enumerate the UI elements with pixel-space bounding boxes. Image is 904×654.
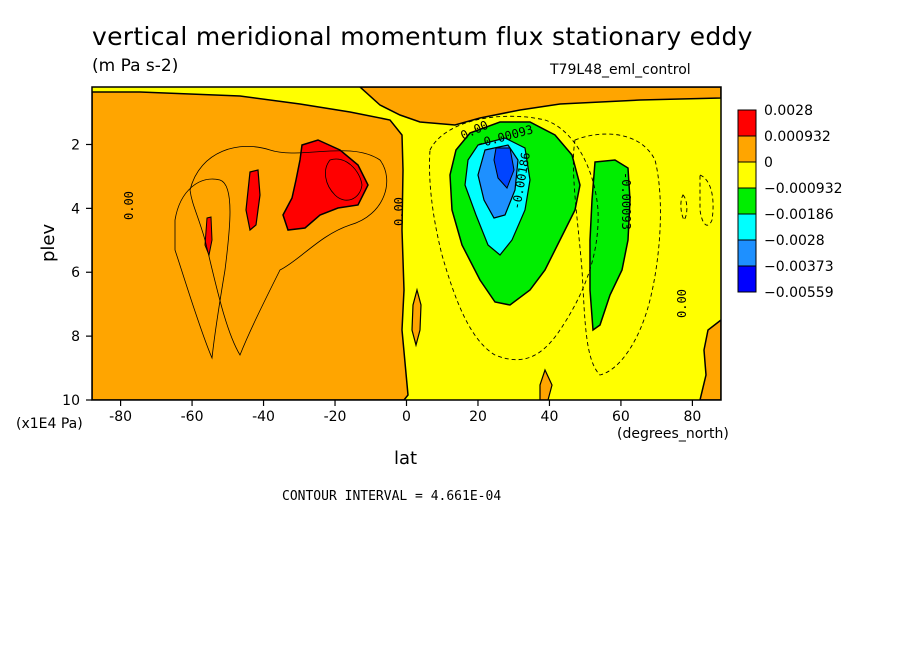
colorbar-label: −0.00186	[764, 207, 834, 223]
colorbar-label: −0.0028	[764, 233, 825, 249]
y-axis: 2 4 6 8 10	[62, 137, 92, 409]
red-region-small	[245, 169, 261, 232]
x-tick-label: -40	[252, 409, 275, 425]
x-tick-label: 40	[541, 409, 559, 425]
contour-dashed-nh-1	[429, 115, 599, 361]
colorbar-swatch	[737, 213, 757, 241]
contour-label: 0.00	[675, 289, 689, 318]
colorbar-label: 0	[764, 155, 773, 171]
colorbar-label: −0.00373	[764, 259, 834, 275]
y-axis-units: (x1E4 Pa)	[16, 416, 83, 432]
y-tick-label: 10	[62, 393, 80, 409]
x-tick-label: 0	[402, 409, 411, 425]
colorbar-label: 0.0028	[764, 103, 813, 119]
chart-title: vertical meridional momentum flux statio…	[92, 22, 753, 51]
x-tick-label: -60	[181, 409, 204, 425]
y-tick-label: 8	[71, 329, 80, 345]
contour-dashed-nh-4	[680, 194, 688, 221]
colorbar-label: −0.00559	[764, 285, 834, 301]
colorbar: 0.0028 0.000932 0 −0.000932 −0.00186 −0.0028 −…	[737, 103, 843, 301]
contour-solid-sh-3	[325, 158, 363, 201]
colorbar-label: −0.000932	[764, 181, 843, 197]
orange-region-top	[358, 87, 721, 126]
x-tick-label: -80	[109, 409, 132, 425]
x-tick-label: -20	[324, 409, 347, 425]
orange-patch-eq	[411, 287, 422, 348]
orange-region-south	[92, 91, 409, 400]
colorbar-swatch	[737, 135, 757, 163]
x-tick-label: 20	[469, 409, 487, 425]
contour-dashed-nh-2	[572, 133, 661, 376]
x-axis-units: (degrees_north)	[617, 426, 729, 442]
contour-label: -0.00093	[619, 172, 633, 230]
y-tick-label: 2	[71, 137, 80, 153]
y-tick-label: 4	[71, 201, 80, 217]
x-tick-label: 60	[612, 409, 630, 425]
y-tick-label: 6	[71, 265, 80, 281]
orange-region-east	[699, 319, 721, 400]
contour-interval: CONTOUR INTERVAL = 4.661E-04	[282, 489, 502, 504]
colorbar-swatch	[737, 239, 757, 267]
colorbar-swatch	[737, 161, 757, 189]
contour-label: 0.00	[122, 191, 136, 220]
x-axis-title: lat	[394, 448, 417, 469]
x-axis: -80 -60 -40 -20 0 20 40 60 80	[109, 400, 701, 425]
chart-units: (m Pa s-2)	[92, 56, 179, 76]
y-axis-title: plev	[38, 223, 59, 262]
green-region-2	[589, 159, 631, 332]
contour-label: 0.00	[392, 197, 406, 226]
run-label: T79L48_eml_control	[550, 62, 691, 78]
x-tick-label: 80	[683, 409, 701, 425]
colorbar-swatch	[737, 265, 757, 293]
colorbar-swatch	[737, 109, 757, 137]
contour-solid-sh-1	[189, 146, 388, 356]
deep-blue-region	[493, 147, 515, 189]
contour-field	[92, 87, 721, 400]
orange-patch-mid	[539, 368, 553, 400]
colorbar-swatch	[737, 187, 757, 215]
colorbar-label: 0.000932	[764, 129, 831, 145]
contour-solid-sh-2	[174, 178, 231, 360]
contour-dashed-nh-3	[699, 174, 714, 226]
red-region-main	[282, 139, 369, 231]
